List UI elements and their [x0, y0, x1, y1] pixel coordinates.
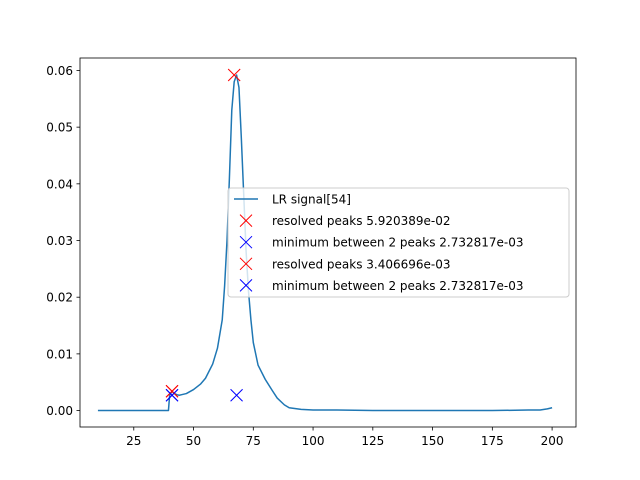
legend-marker-handle-4-stroke-b [239, 279, 253, 292]
x-tick-label-0: 25 [126, 434, 141, 448]
plot-area [97, 68, 553, 412]
y-axis: 0.00 0.01 0.02 0.03 0.04 0.05 0.06 [46, 64, 80, 418]
series-1-marker-1 [227, 68, 241, 82]
legend: LR signal[54] resolved peaks 5.920389e-02… [227, 187, 570, 298]
series-2-marker-1 [230, 388, 243, 402]
y-tick-label-5: 0.05 [46, 121, 73, 135]
legend-marker-handle-2-stroke-b [239, 235, 253, 249]
series-4-marker-0-stroke-b [165, 388, 179, 402]
legend-marker-handle-1 [239, 214, 253, 227]
x-tick-label-3: 100 [302, 434, 325, 448]
legend-marker-handle-1-stroke-b [239, 214, 253, 227]
legend-label-1: resolved peaks 5.920389e-02 [272, 214, 451, 228]
x-tick-label-4: 125 [361, 434, 384, 448]
legend-label-4: minimum between 2 peaks 2.732817e-03 [272, 279, 524, 293]
legend-label-2: minimum between 2 peaks 2.732817e-03 [272, 236, 524, 250]
y-tick-label-6: 0.06 [46, 64, 73, 78]
legend-box [227, 187, 570, 298]
axes-frame [79, 57, 577, 428]
axes-border [79, 57, 577, 428]
y-tick-label-4: 0.04 [46, 177, 73, 191]
y-tick-label-2: 0.02 [46, 291, 73, 305]
series-1-marker-1-stroke-b [227, 68, 241, 82]
series-line-0 [97, 74, 553, 412]
series-2-marker-1-stroke-b [230, 388, 243, 402]
series-4-marker-0 [165, 388, 179, 402]
legend-marker-handle-2 [239, 235, 253, 249]
legend-label-0: LR signal[54] [272, 193, 351, 207]
legend-label-3: resolved peaks 3.406696e-03 [272, 257, 451, 271]
y-tick-label-0: 0.00 [46, 404, 73, 418]
x-tick-label-7: 200 [541, 434, 564, 448]
y-tick-label-3: 0.03 [46, 234, 73, 248]
x-axis: 25 50 75 100 125 150 175 200 [126, 427, 564, 448]
legend-marker-handle-3-stroke-b [239, 257, 253, 271]
legend-marker-handle-3 [239, 257, 253, 271]
x-tick-label-5: 150 [421, 434, 444, 448]
x-tick-label-2: 75 [246, 434, 261, 448]
x-tick-label-1: 50 [186, 434, 201, 448]
legend-marker-handle-4 [239, 279, 253, 292]
series-3-marker-0 [165, 384, 179, 398]
y-tick-label-1: 0.01 [46, 347, 73, 361]
series-3-marker-0-stroke-b [165, 384, 179, 398]
x-tick-label-6: 175 [481, 434, 504, 448]
